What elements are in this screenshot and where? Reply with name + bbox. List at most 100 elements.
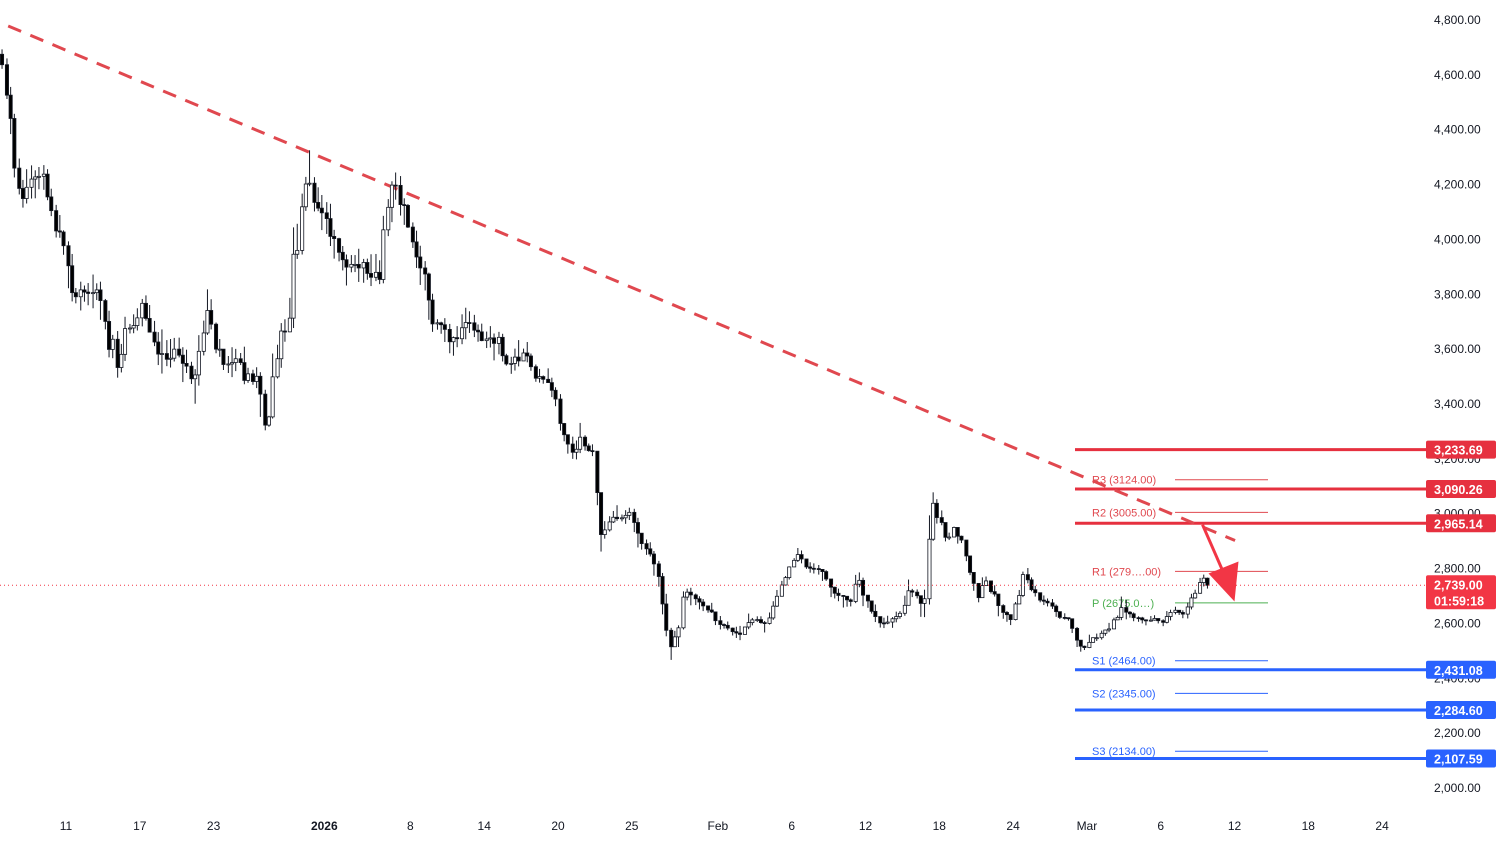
candle (73, 287, 78, 304)
candle-body (1082, 645, 1087, 648)
candle-body (369, 273, 374, 278)
candle-body (1193, 592, 1198, 599)
level-tag-bg (1426, 700, 1496, 719)
candle (57, 215, 62, 238)
candle (328, 203, 333, 247)
candle (476, 324, 481, 342)
candle-body (337, 238, 342, 253)
candle-body (49, 196, 54, 212)
candle (54, 204, 59, 238)
candle (143, 295, 148, 321)
candle-body (1091, 637, 1096, 643)
candle-body (1087, 641, 1092, 648)
candle-body (824, 571, 829, 580)
candle (1091, 637, 1096, 643)
candle (939, 510, 944, 526)
candle (1168, 609, 1173, 621)
candle-body (771, 605, 776, 619)
candle-body (127, 327, 132, 330)
x-tick-label: Mar (1077, 819, 1098, 833)
candle-body (332, 236, 337, 240)
candle (393, 172, 398, 200)
candle-body (94, 289, 99, 294)
candle-body (33, 176, 38, 180)
candle-body (70, 265, 75, 294)
candle-body (709, 609, 714, 613)
candle-body (430, 299, 435, 325)
candle-body (816, 568, 821, 570)
candle-body (725, 624, 730, 629)
candle (669, 627, 674, 660)
candle-body (1099, 632, 1104, 639)
candle (221, 348, 226, 370)
candle (1057, 611, 1062, 620)
candle (1143, 619, 1148, 626)
candle (430, 293, 435, 332)
candle (426, 272, 431, 320)
current-price-tag-text: 2,739.00 (1434, 578, 1483, 592)
level-tag-bg (1426, 479, 1496, 498)
x-tick-label: 18 (933, 819, 947, 833)
candle-body (402, 204, 407, 206)
candle-body (918, 595, 923, 604)
candle (1148, 616, 1153, 622)
candle (319, 194, 324, 231)
candle (1062, 613, 1067, 620)
candle (159, 329, 164, 374)
y-tick-label: 2,000.00 (1434, 781, 1481, 795)
x-axis[interactable]: 11 17 23 2026 8 14 20 25 Feb 6 12 18 24 Mar 6 12 18 24 (60, 819, 1389, 833)
candle-body (848, 599, 853, 602)
candle (709, 602, 714, 614)
candle (660, 572, 665, 615)
candle-body (152, 331, 157, 343)
candle (36, 167, 41, 190)
candle-body (980, 585, 985, 599)
pivot-lines: R3 (3124.00) R2 (3005.00) R1 (279….00) P (2… (1092, 475, 1268, 758)
level-tag: 2,284.60 (1426, 700, 1496, 719)
candle (1185, 602, 1190, 619)
candle-body (512, 356, 517, 364)
candle-body (496, 336, 501, 344)
candle (832, 586, 837, 599)
candle-body (992, 591, 997, 595)
candle (33, 170, 38, 199)
candle-body (861, 579, 866, 596)
candle (300, 193, 305, 255)
candle (922, 589, 927, 618)
candle-body (525, 352, 530, 357)
candle (389, 181, 394, 223)
candle-body (349, 263, 354, 268)
candle-body (209, 310, 214, 325)
candle (841, 595, 846, 608)
candle (878, 616, 883, 628)
candle (488, 326, 493, 348)
candle-body (565, 434, 570, 445)
projection-layer (1201, 524, 1239, 602)
candle-body (180, 354, 185, 364)
candle-body (164, 353, 169, 360)
candle (193, 369, 198, 404)
candle-body (389, 184, 394, 208)
candle-body (140, 302, 145, 319)
candle-body (476, 329, 481, 333)
candle-body (779, 584, 784, 597)
candle (549, 377, 554, 398)
candle-body (955, 527, 960, 537)
candle (266, 415, 271, 427)
candle (795, 548, 800, 562)
candle-body (890, 618, 895, 623)
candle (829, 578, 834, 598)
candle-body (1124, 607, 1129, 613)
candle (1173, 606, 1178, 615)
candle-body (1078, 639, 1083, 647)
candle-body (792, 559, 797, 568)
candle-body (881, 622, 886, 625)
candle-body (1119, 607, 1124, 618)
candle-body (906, 590, 911, 606)
candle (332, 229, 337, 259)
candle (1094, 633, 1099, 641)
candle (303, 176, 308, 211)
candle (479, 323, 484, 342)
candle-body (1185, 606, 1190, 615)
